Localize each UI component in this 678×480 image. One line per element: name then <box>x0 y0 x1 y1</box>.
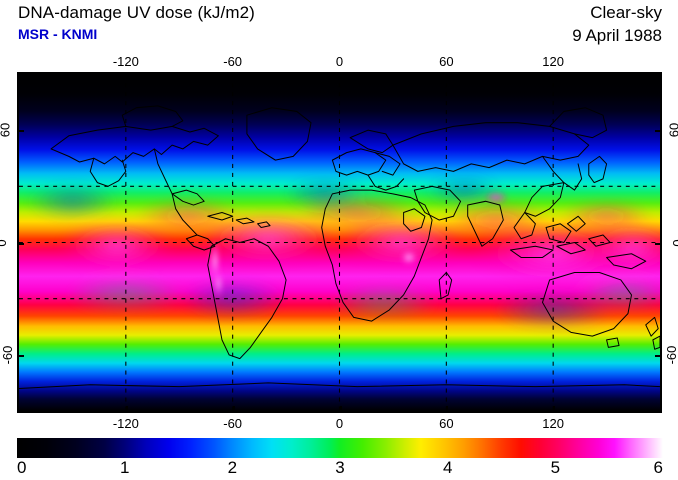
ytick-right-label-0: 60 <box>666 122 678 138</box>
tick-left-lat-0 <box>17 242 24 245</box>
tick-bottom-lon-0 <box>339 406 342 413</box>
tick-top-lon-120 <box>553 72 556 79</box>
tick-left-lat-60 <box>17 130 24 133</box>
colorbar-tick-labels: 0 1 2 3 4 5 6 <box>17 458 663 480</box>
ytick-left-label-2: -60 <box>0 345 15 365</box>
tick-top-lon--120 <box>125 72 128 79</box>
ytick-right-label-2: -60 <box>664 345 678 365</box>
xtick-top-label-3: 60 <box>439 54 454 69</box>
colorbar-label-3: 3 <box>335 458 345 477</box>
tick-right-lat-0 <box>655 242 662 245</box>
tick-right-lat-60 <box>655 130 662 133</box>
xtick-top-label-4: 120 <box>542 54 564 69</box>
xtick-bottom-label-4: 120 <box>542 416 564 431</box>
sky-condition-label: Clear-sky <box>590 3 662 22</box>
colorbar-label-1: 1 <box>119 458 130 477</box>
tick-top-lon-0 <box>339 72 342 79</box>
graticule <box>19 74 660 411</box>
coastline-overlay <box>19 105 660 390</box>
xtick-top-label-0: -120 <box>112 54 139 69</box>
tick-bottom-lon--120 <box>125 406 128 413</box>
tick-top-lon--60 <box>232 72 235 79</box>
colorbar <box>17 438 663 458</box>
chart-header: DNA-damage UV dose (kJ/m2) MSR - KNMI Cl… <box>0 0 678 50</box>
colorbar-label-2: 2 <box>227 458 238 477</box>
ytick-left-label-0: 60 <box>0 122 13 138</box>
map-canvas <box>19 74 660 411</box>
data-source-label: MSR - KNMI <box>18 26 98 42</box>
colorbar-label-5: 5 <box>550 458 561 477</box>
xtick-bottom-label-0: -120 <box>112 416 139 431</box>
xtick-top-label-1: -60 <box>223 54 243 69</box>
colorbar-label-0: 0 <box>17 458 27 477</box>
tick-top-lon-60 <box>446 72 449 79</box>
tick-bottom-lon--60 <box>232 406 235 413</box>
tick-left-lat--60 <box>17 354 24 357</box>
colorbar-label-4: 4 <box>442 458 453 477</box>
date-label: 9 April 1988 <box>572 26 662 45</box>
tick-right-lat--60 <box>655 354 662 357</box>
tick-bottom-lon-120 <box>553 406 556 413</box>
xtick-top-label-2: 0 <box>335 54 344 69</box>
xtick-bottom-label-2: 0 <box>335 416 344 431</box>
uv-dose-map-plot: -120 -60 0 60 120 -120 -60 0 60 120 60 0… <box>0 54 678 431</box>
ytick-left-label-1: 0 <box>0 239 9 246</box>
tick-bottom-lon-60 <box>446 406 449 413</box>
xtick-bottom-label-1: -60 <box>223 416 243 431</box>
ytick-right-label-1: 0 <box>670 239 678 246</box>
colorbar-label-6: 6 <box>653 458 663 477</box>
page-title: DNA-damage UV dose (kJ/m2) <box>18 3 255 22</box>
xtick-bottom-label-3: 60 <box>439 416 454 431</box>
